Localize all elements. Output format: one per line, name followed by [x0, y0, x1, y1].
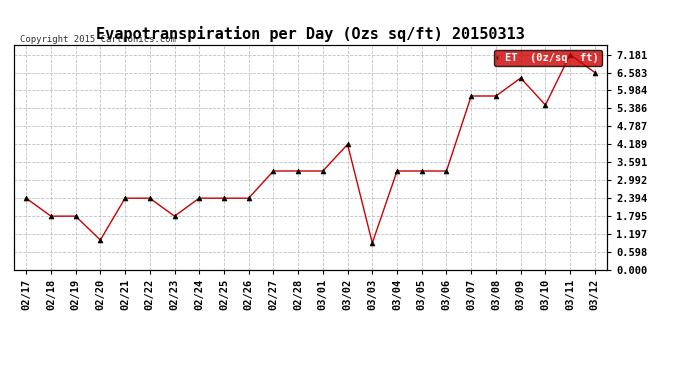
- Legend: ET  (0z/sq  ft): ET (0z/sq ft): [493, 50, 602, 66]
- Text: Copyright 2015 Cartronics.com: Copyright 2015 Cartronics.com: [20, 35, 176, 44]
- Title: Evapotranspiration per Day (Ozs sq/ft) 20150313: Evapotranspiration per Day (Ozs sq/ft) 2…: [96, 27, 525, 42]
